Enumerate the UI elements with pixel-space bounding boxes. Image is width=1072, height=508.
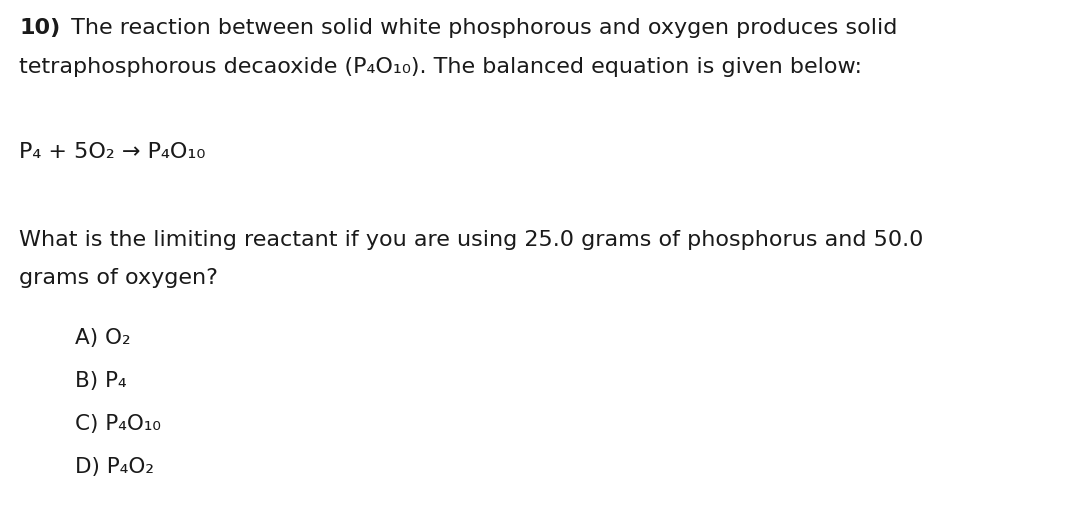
Text: The reaction between solid white phosphorous and oxygen produces solid: The reaction between solid white phospho… — [64, 18, 897, 38]
Text: What is the limiting reactant if you are using 25.0 grams of phosphorus and 50.0: What is the limiting reactant if you are… — [19, 230, 924, 249]
Text: P₄ + 5O₂ → P₄O₁₀: P₄ + 5O₂ → P₄O₁₀ — [19, 142, 206, 162]
Text: A) O₂: A) O₂ — [75, 328, 131, 347]
Text: tetraphosphorous decaoxide (P₄O₁₀). The balanced equation is given below:: tetraphosphorous decaoxide (P₄O₁₀). The … — [19, 57, 862, 77]
Text: grams of oxygen?: grams of oxygen? — [19, 268, 219, 288]
Text: D) P₄O₂: D) P₄O₂ — [75, 457, 154, 477]
Text: C) P₄O₁₀: C) P₄O₁₀ — [75, 414, 161, 434]
Text: B) P₄: B) P₄ — [75, 371, 126, 391]
Text: 10): 10) — [19, 18, 60, 38]
